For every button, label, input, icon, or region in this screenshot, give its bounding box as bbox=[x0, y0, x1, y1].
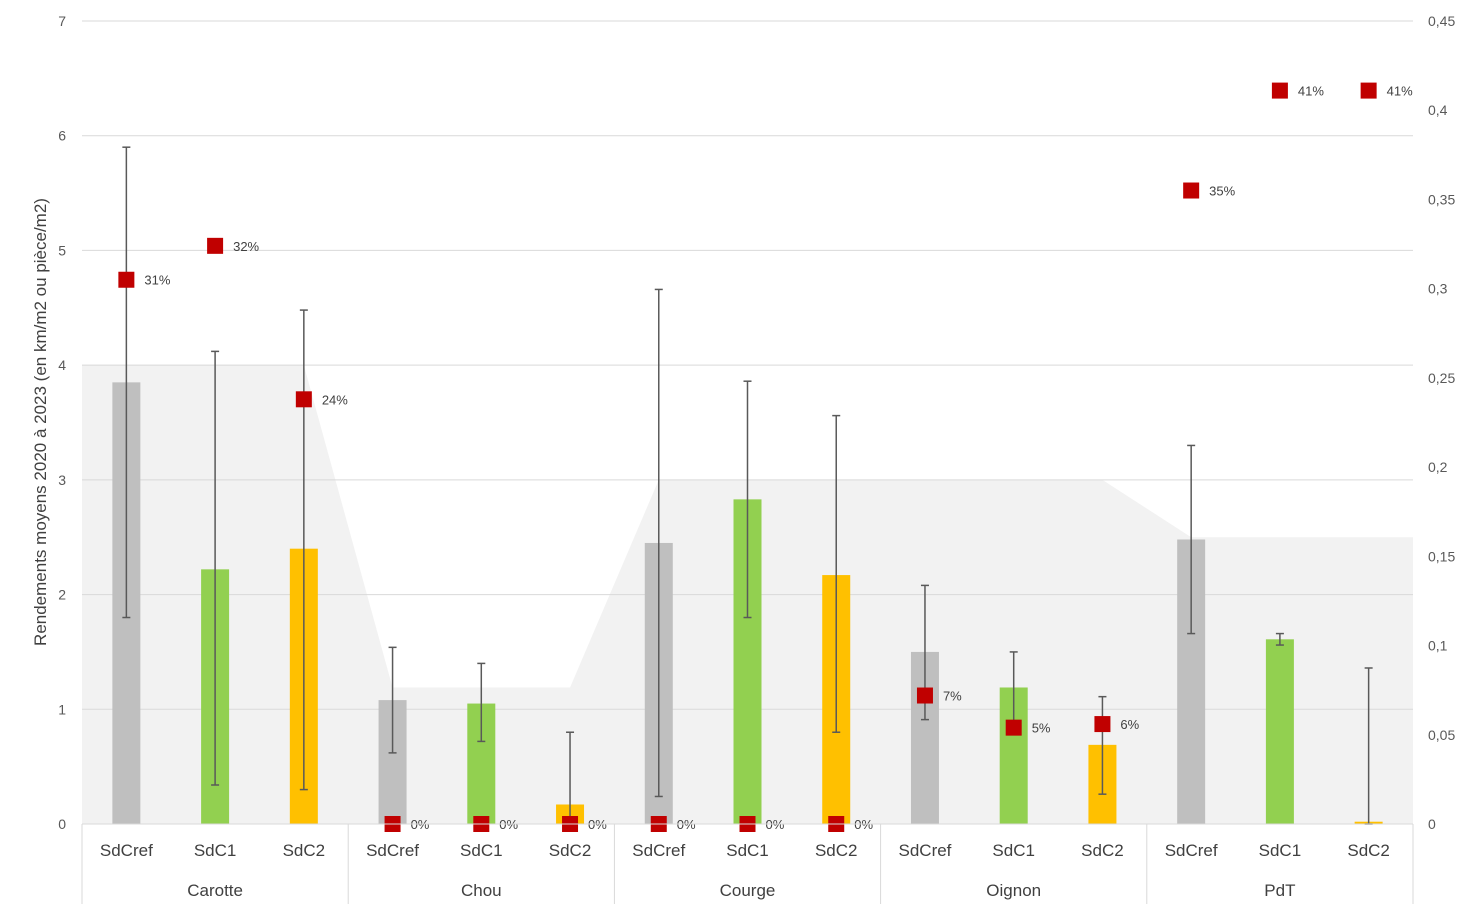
marker-data-label: 7% bbox=[943, 689, 962, 704]
marker-point bbox=[1271, 82, 1288, 99]
x-tick-label: SdCref bbox=[1165, 841, 1218, 860]
marker-point bbox=[1183, 182, 1200, 199]
marker-data-label: 41% bbox=[1387, 84, 1413, 99]
x-tick-label: SdC1 bbox=[1259, 841, 1302, 860]
y-tick-label: 4 bbox=[58, 357, 66, 373]
marker-point bbox=[916, 687, 933, 704]
x-tick-label: SdCref bbox=[899, 841, 952, 860]
y-tick-label: 7 bbox=[58, 13, 66, 29]
group-label: Carotte bbox=[187, 881, 243, 900]
x-tick-label: SdC1 bbox=[992, 841, 1035, 860]
y-tick-label: 3 bbox=[58, 472, 66, 488]
y-tick-label: 5 bbox=[58, 242, 66, 258]
x-tick-label: SdC2 bbox=[283, 841, 326, 860]
y2-tick-label: 0,45 bbox=[1428, 13, 1455, 29]
bar-pdt-sdc1 bbox=[1265, 639, 1294, 824]
marker-point bbox=[1094, 716, 1111, 733]
marker-point bbox=[118, 271, 135, 288]
y2-tick-label: 0,1 bbox=[1428, 638, 1448, 654]
x-tick-label: SdC2 bbox=[1347, 841, 1390, 860]
x-tick-label: SdCref bbox=[100, 841, 153, 860]
y-axis-title: Rendements moyens 2020 à 2023 (en km/m2 … bbox=[31, 198, 50, 646]
x-tick-label: SdC2 bbox=[1081, 841, 1124, 860]
y-tick-label: 0 bbox=[58, 816, 66, 832]
y-tick-label: 6 bbox=[58, 128, 66, 144]
x-tick-label: SdC1 bbox=[194, 841, 237, 860]
marker-data-label: 35% bbox=[1209, 184, 1235, 199]
x-tick-label: SdCref bbox=[632, 841, 685, 860]
x-tick-label: SdC2 bbox=[549, 841, 592, 860]
x-tick-label: SdCref bbox=[366, 841, 419, 860]
y-tick-label: 1 bbox=[58, 701, 66, 717]
marker-point bbox=[295, 391, 312, 408]
y2-tick-label: 0,25 bbox=[1428, 370, 1455, 386]
group-label: Chou bbox=[461, 881, 502, 900]
marker-data-label: 31% bbox=[144, 273, 170, 288]
marker-data-label: 32% bbox=[233, 239, 259, 254]
group-label: Oignon bbox=[986, 881, 1041, 900]
y2-tick-label: 0,15 bbox=[1428, 548, 1455, 564]
y2-tick-label: 0,2 bbox=[1428, 459, 1448, 475]
y2-tick-label: 0 bbox=[1428, 816, 1436, 832]
y2-tick-label: 0,4 bbox=[1428, 102, 1448, 118]
x-tick-label: SdC1 bbox=[726, 841, 769, 860]
group-label: PdT bbox=[1264, 881, 1295, 900]
x-tick-label: SdC1 bbox=[460, 841, 503, 860]
marker-point bbox=[1360, 82, 1377, 99]
x-tick-label: SdC2 bbox=[815, 841, 858, 860]
y-tick-label: 2 bbox=[58, 587, 66, 603]
y2-tick-label: 0,35 bbox=[1428, 191, 1455, 207]
marker-point bbox=[207, 237, 224, 254]
marker-point bbox=[1005, 719, 1022, 736]
marker-data-label: 24% bbox=[322, 392, 348, 407]
group-label: Courge bbox=[720, 881, 776, 900]
marker-data-label: 6% bbox=[1120, 717, 1139, 732]
y2-tick-label: 0,05 bbox=[1428, 727, 1455, 743]
marker-data-label: 5% bbox=[1032, 721, 1051, 736]
y2-tick-label: 0,3 bbox=[1428, 281, 1448, 297]
marker-data-label: 41% bbox=[1298, 84, 1324, 99]
